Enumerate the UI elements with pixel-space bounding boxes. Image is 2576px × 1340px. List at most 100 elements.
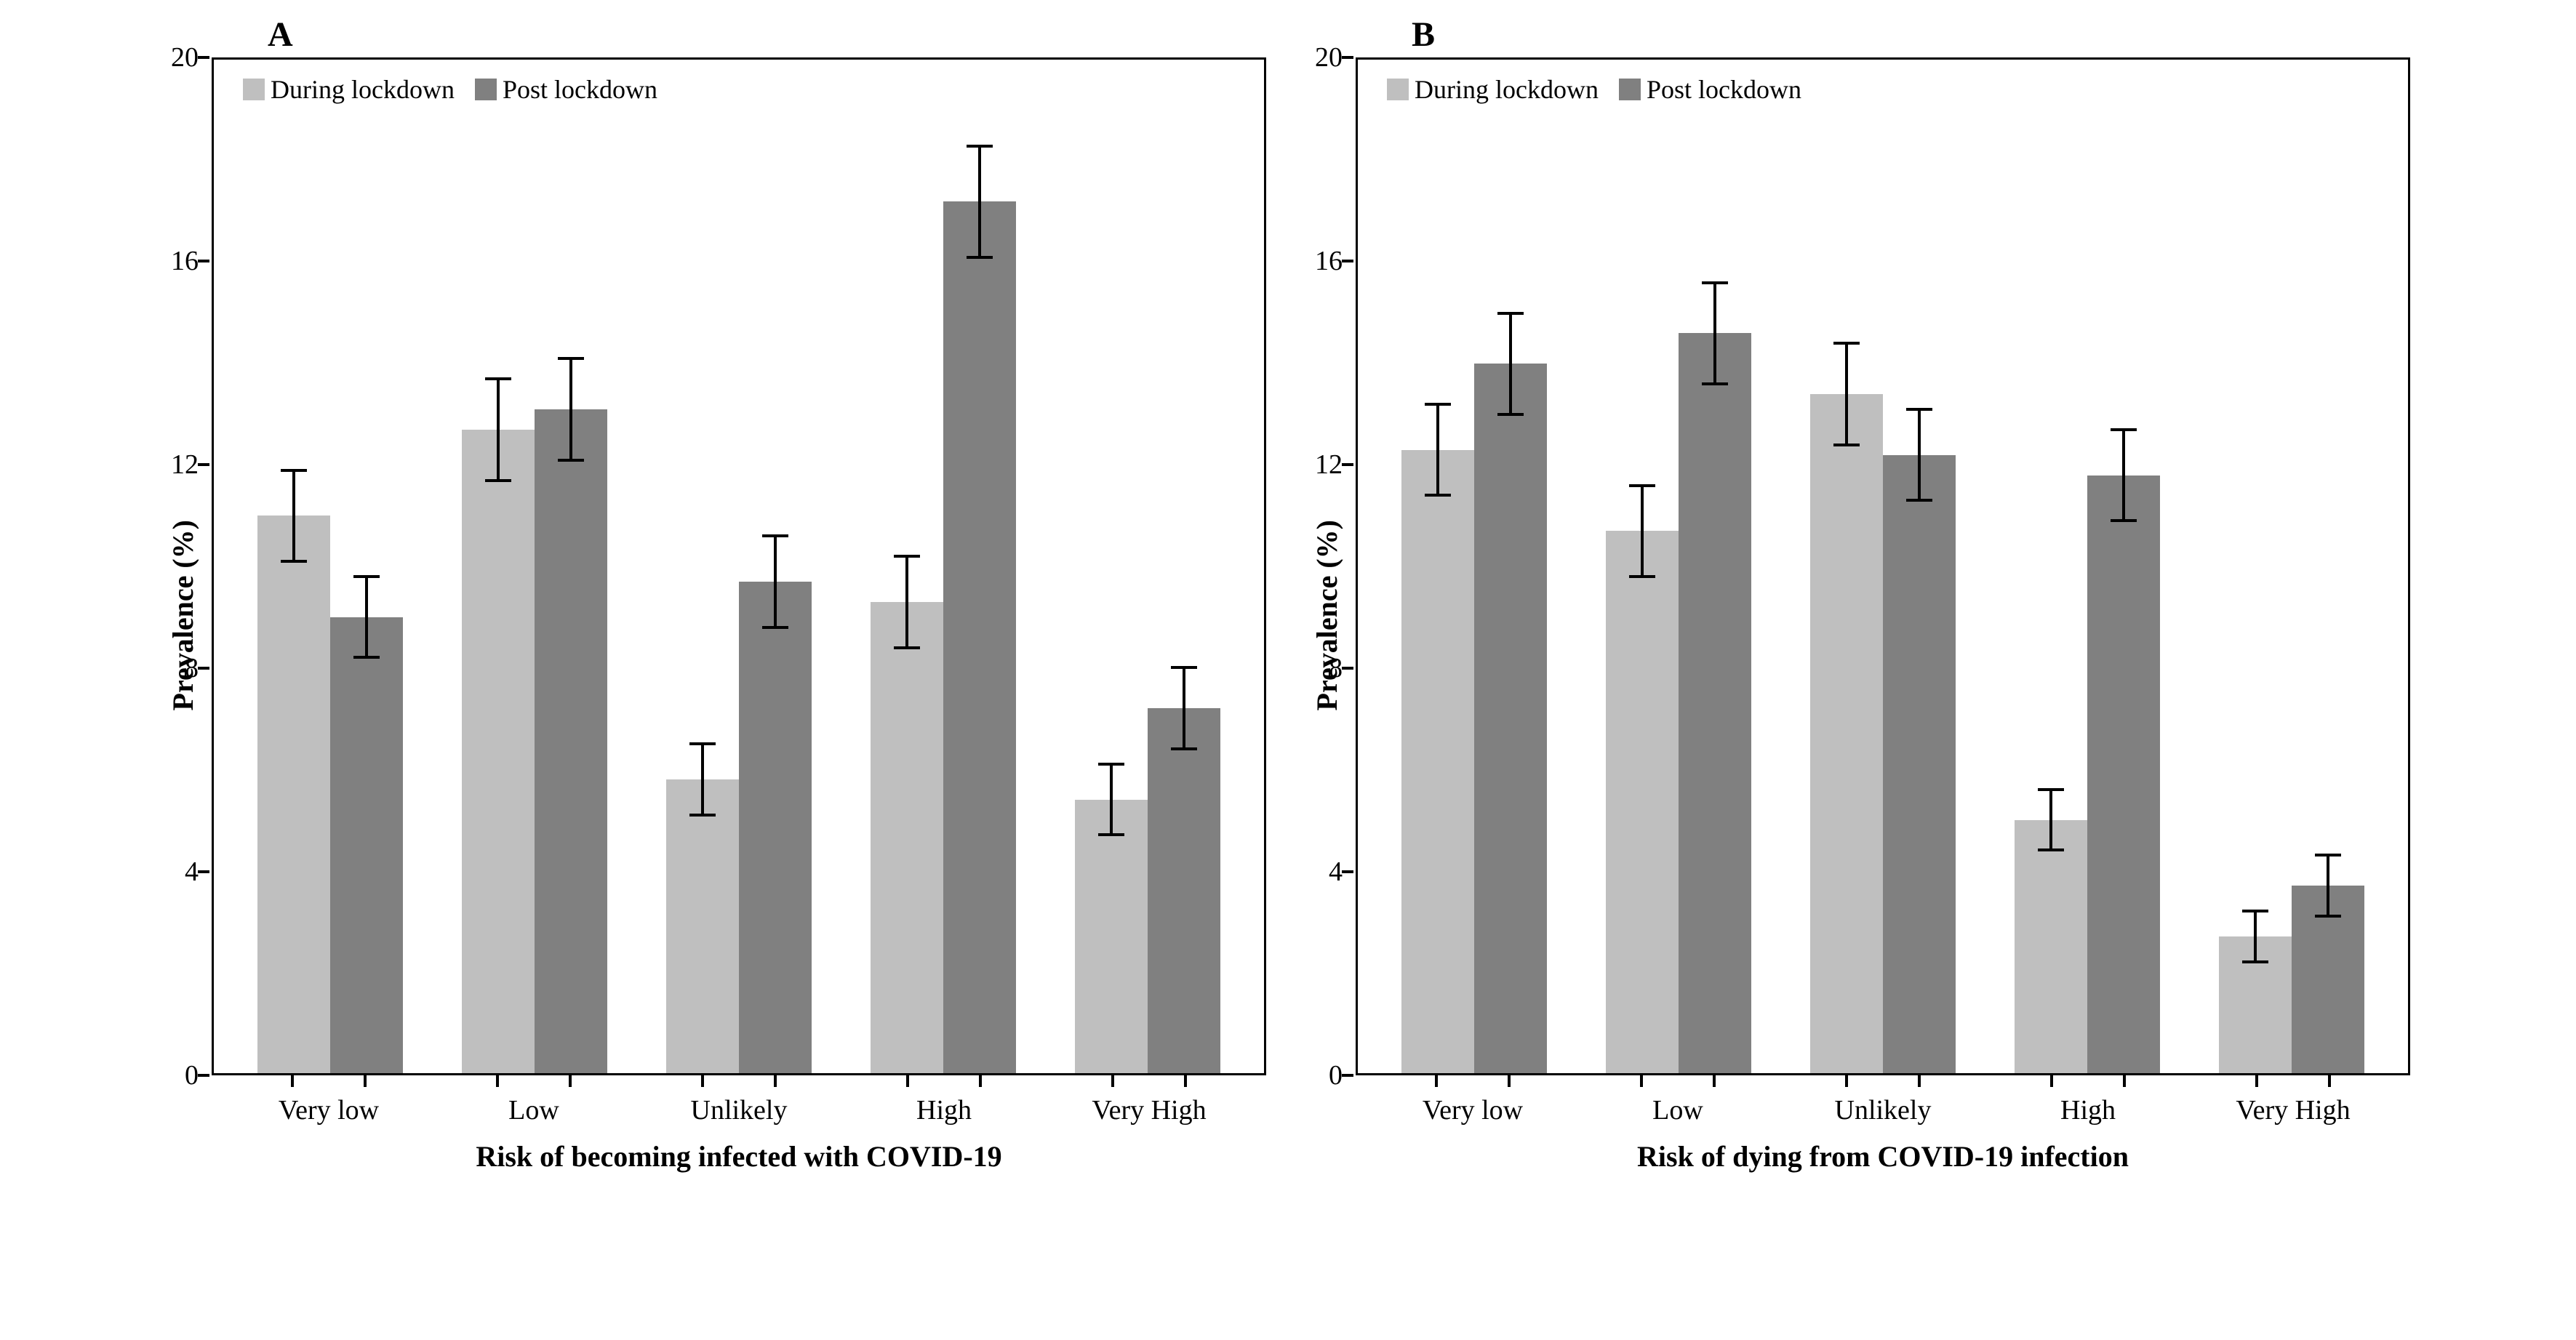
bar-s1	[666, 779, 739, 1073]
bar-s2	[943, 201, 1016, 1073]
bar-group	[2219, 886, 2364, 1073]
y-tick-mark	[1342, 260, 1353, 262]
x-tick-mark	[1111, 1075, 1114, 1087]
bar	[2219, 936, 2292, 1073]
error-cap-top	[2038, 788, 2064, 791]
y-tick-mark	[1342, 463, 1353, 466]
bar	[1148, 708, 1220, 1073]
error-cap-bottom	[558, 459, 584, 462]
error-cap-bottom	[1497, 413, 1524, 416]
error-bar	[365, 577, 368, 658]
y-tick-label: 0	[185, 1059, 199, 1091]
y-tick-mark	[198, 870, 209, 873]
x-axis-title: Risk of dying from COVID-19 infection	[1356, 1139, 2410, 1173]
error-bar	[2254, 911, 2257, 962]
bar-s2	[1883, 455, 1956, 1073]
bar-groups	[1358, 60, 2408, 1073]
error-bar	[292, 470, 295, 561]
panel-a-label: A	[268, 15, 293, 55]
error-bar	[569, 358, 572, 460]
x-tick-mark	[496, 1075, 499, 1087]
error-cap-bottom	[2242, 960, 2268, 963]
error-cap-top	[894, 555, 920, 558]
y-tick-mark	[1342, 1074, 1353, 1077]
bar	[739, 582, 812, 1073]
panel-a: A Prevalence (%) 201612840 During lockdo…	[166, 15, 1266, 1173]
error-cap-bottom	[1906, 499, 1932, 502]
panel-a-chart: Prevalence (%) 201612840 During lockdown…	[166, 57, 1266, 1173]
error-cap-bottom	[2038, 848, 2064, 851]
error-cap-top	[689, 742, 716, 745]
x-tick-label: High	[871, 1094, 1017, 1126]
y-tick-mark	[1342, 667, 1353, 670]
error-cap-top	[1906, 408, 1932, 411]
x-tick-group	[666, 1075, 812, 1076]
x-tick-label: Very High	[1076, 1094, 1222, 1126]
bar-s1	[871, 602, 943, 1073]
x-tick-mark	[2255, 1075, 2258, 1087]
y-tick-label: 12	[1315, 449, 1343, 481]
x-tick-label: Very low	[1400, 1094, 1545, 1126]
error-cap-bottom	[2315, 915, 2341, 918]
y-tick-label: 16	[171, 245, 199, 277]
bar-group	[462, 409, 607, 1073]
x-tick-marks	[212, 1075, 1266, 1090]
error-bar	[774, 536, 777, 627]
error-cap-bottom	[689, 814, 716, 817]
x-tick-mark	[1640, 1075, 1643, 1087]
x-tick-label: High	[2015, 1094, 2161, 1126]
error-cap-bottom	[485, 479, 511, 482]
error-bar	[1183, 667, 1185, 749]
x-tick-group	[461, 1075, 607, 1076]
error-cap-bottom	[353, 656, 380, 659]
y-tick-label: 4	[1329, 856, 1343, 888]
error-cap-bottom	[1425, 494, 1451, 497]
y-tick-label: 12	[171, 449, 199, 481]
error-bar	[1845, 343, 1848, 444]
bar-s2	[535, 409, 607, 1073]
bar-s2	[1148, 708, 1220, 1073]
bar	[2292, 886, 2364, 1073]
y-tick-mark	[198, 1074, 209, 1077]
error-cap-bottom	[1171, 747, 1197, 750]
x-tick-group	[2015, 1075, 2161, 1076]
x-tick-labels: Very lowLowUnlikelyHighVery High	[1356, 1094, 2410, 1126]
bar-groups	[214, 60, 1264, 1073]
bar	[1401, 450, 1474, 1073]
bar-s2	[2087, 476, 2160, 1073]
bar	[1810, 394, 1883, 1073]
bar-s2	[1679, 333, 1751, 1073]
error-cap-top	[1833, 342, 1860, 345]
error-cap-top	[1497, 312, 1524, 315]
bar-s1	[2015, 820, 2087, 1074]
bar-group	[2015, 476, 2160, 1073]
y-tick-mark	[1342, 56, 1353, 59]
error-bar	[1713, 283, 1716, 384]
error-cap-bottom	[894, 646, 920, 649]
x-tick-labels: Very lowLowUnlikelyHighVery High	[212, 1094, 1266, 1126]
x-tick-mark	[701, 1075, 704, 1087]
error-cap-top	[1702, 281, 1728, 284]
y-tick-mark	[198, 260, 209, 262]
bar	[462, 430, 535, 1073]
x-tick-mark	[774, 1075, 777, 1087]
bar-s1	[257, 515, 330, 1073]
panel-b-label: B	[1412, 15, 1435, 55]
bar-s1	[1075, 800, 1148, 1073]
bar-s2	[1474, 364, 1547, 1073]
bar	[871, 602, 943, 1073]
error-cap-top	[558, 357, 584, 360]
x-tick-mark	[1845, 1075, 1848, 1087]
error-cap-top	[485, 377, 511, 380]
error-cap-bottom	[1098, 833, 1124, 836]
error-cap-bottom	[762, 626, 788, 629]
figure-root: A Prevalence (%) 201612840 During lockdo…	[0, 0, 2576, 1195]
error-cap-bottom	[1702, 382, 1728, 385]
x-tick-mark	[364, 1075, 367, 1087]
bar	[2015, 820, 2087, 1074]
error-bar	[1110, 764, 1113, 835]
error-cap-top	[967, 145, 993, 148]
y-tick-label: 20	[171, 41, 199, 73]
x-axis-title: Risk of becoming infected with COVID-19	[212, 1139, 1266, 1173]
x-tick-label: Very High	[2220, 1094, 2366, 1126]
